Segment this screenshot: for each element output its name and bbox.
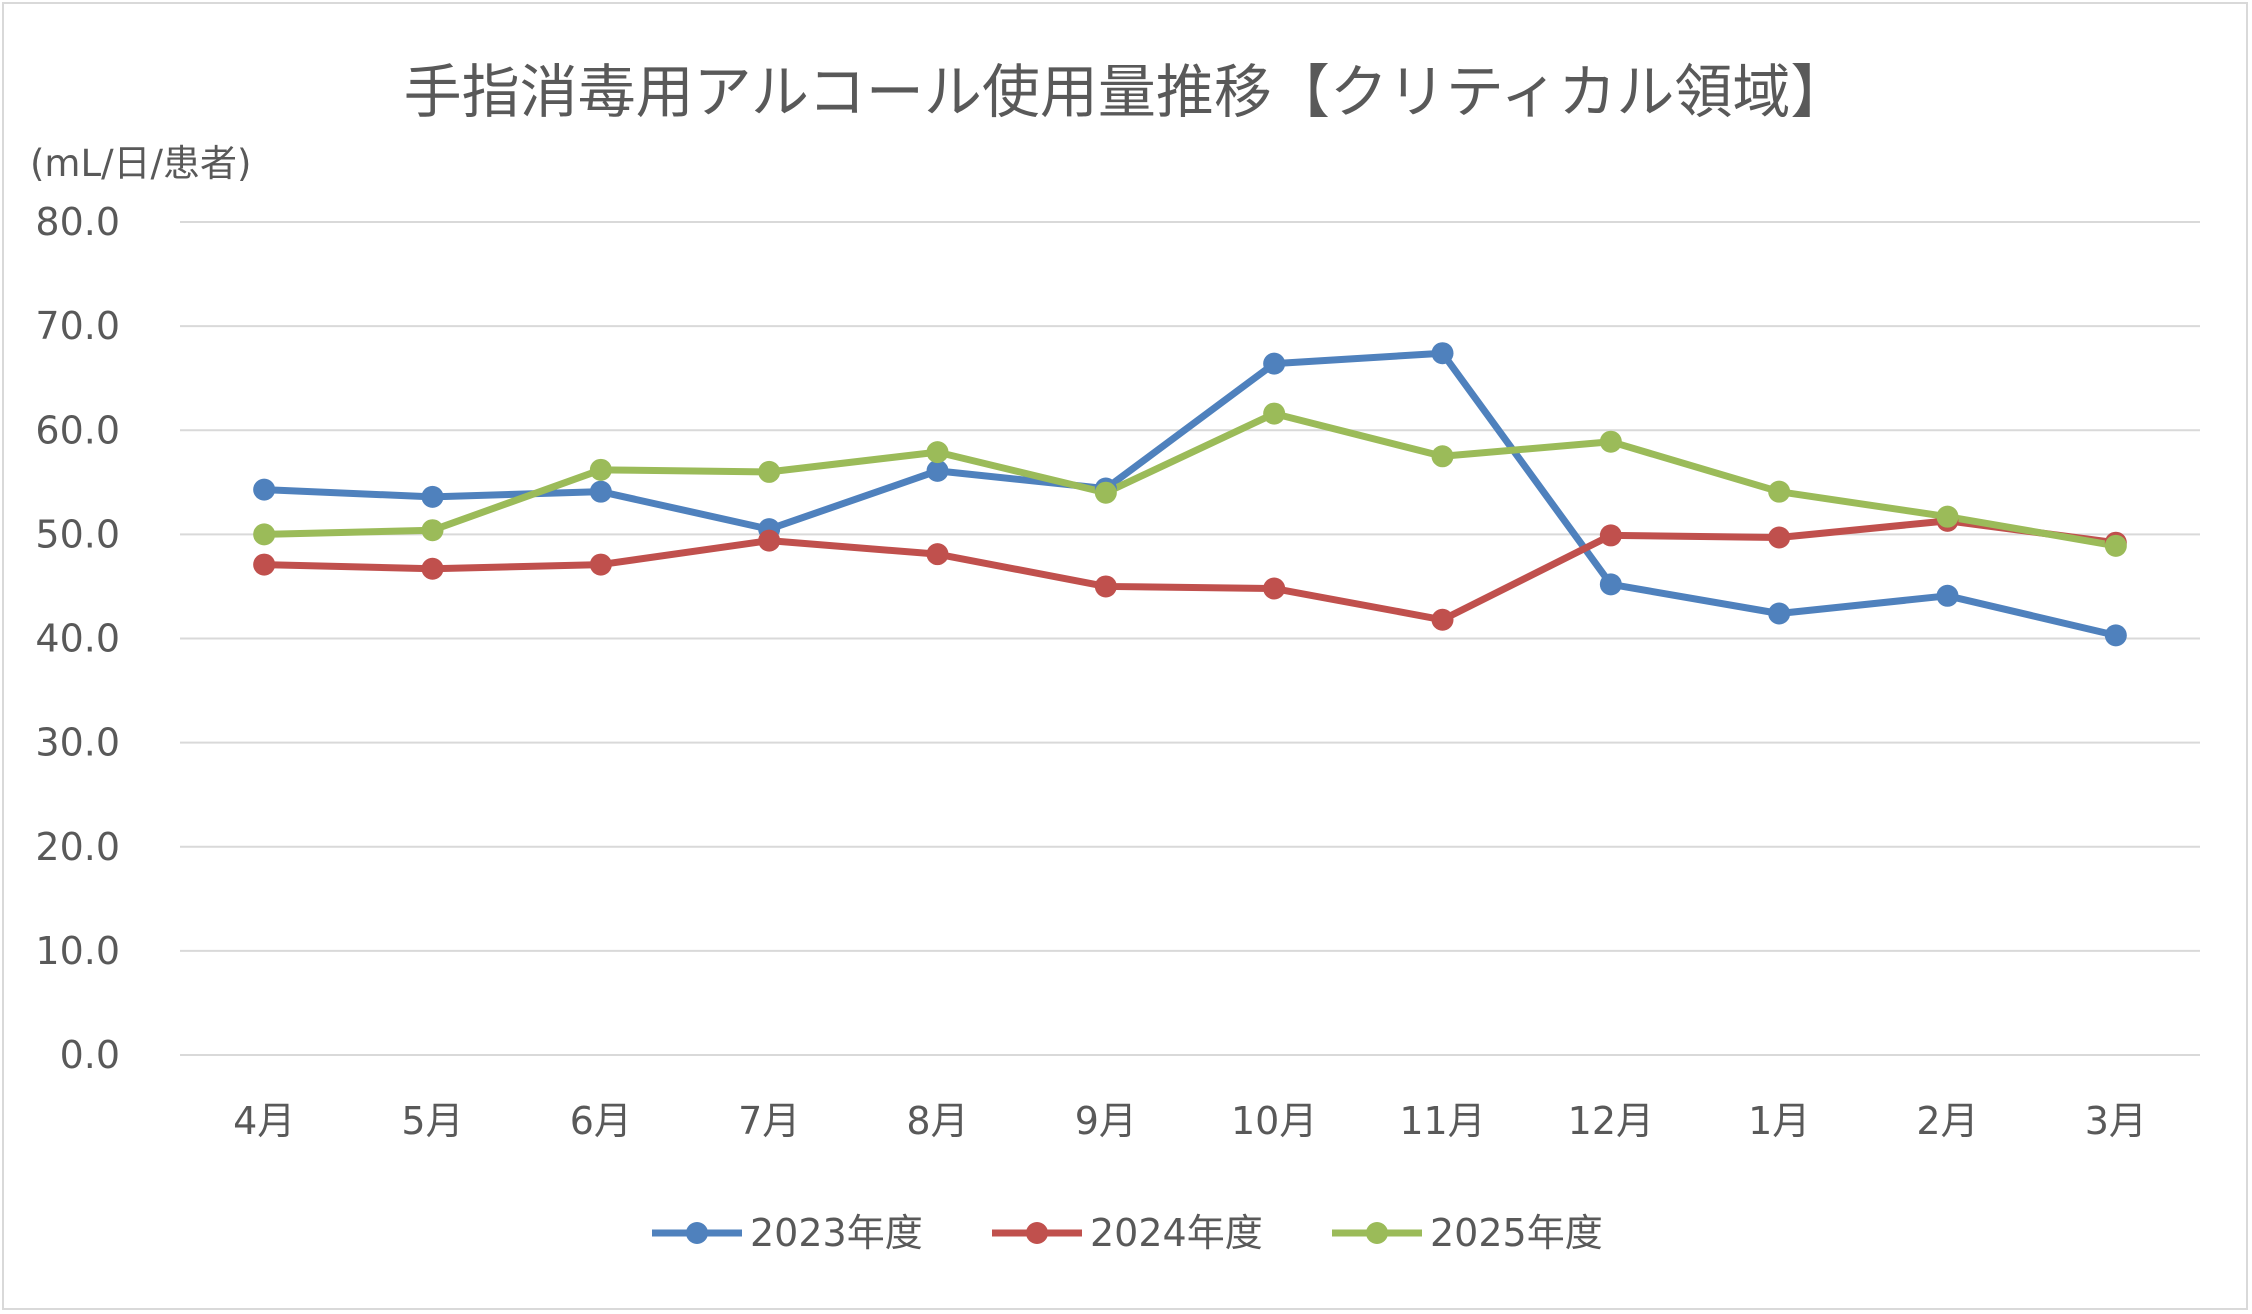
data-point <box>758 460 781 483</box>
legend-label: 2023年度 <box>750 1211 923 1255</box>
x-tick-label: 11月 <box>1399 1099 1485 1143</box>
data-point <box>1263 577 1286 600</box>
y-tick-label: 30.0 <box>35 721 120 765</box>
data-point <box>1263 402 1286 425</box>
data-point <box>2104 624 2127 647</box>
data-point <box>1263 352 1286 375</box>
data-point <box>1094 575 1117 598</box>
gridlines <box>180 221 2200 1056</box>
x-axis-ticks: 4月 5月 6月 7月 8月 9月 10月 11月 12月 1月 2月 3月 <box>233 1099 2147 1143</box>
x-tick-label: 2月 <box>1916 1099 1978 1143</box>
y-tick-label: 20.0 <box>35 825 120 869</box>
x-tick-label: 10月 <box>1231 1099 1317 1143</box>
chart-title: 手指消毒用アルコール使用量推移【クリティカル領域】 <box>404 58 1849 126</box>
legend-item: 2024年度 <box>992 1211 1263 1255</box>
data-point <box>1431 342 1454 365</box>
y-tick-label: 50.0 <box>35 512 120 556</box>
data-point <box>253 523 276 546</box>
data-point <box>421 519 444 542</box>
x-tick-label: 1月 <box>1748 1099 1810 1143</box>
series-line <box>260 517 2120 624</box>
legend-marker <box>686 1222 708 1244</box>
data-point <box>1599 524 1622 547</box>
data-point <box>1431 445 1454 468</box>
legend-marker <box>1366 1222 1388 1244</box>
series-line <box>260 410 2120 550</box>
y-tick-label: 10.0 <box>35 929 120 973</box>
data-point <box>758 529 781 552</box>
x-tick-label: 12月 <box>1568 1099 1654 1143</box>
y-tick-label: 40.0 <box>35 617 120 661</box>
y-tick-label: 80.0 <box>35 200 120 244</box>
data-point <box>1768 602 1791 625</box>
x-tick-label: 5月 <box>401 1099 463 1143</box>
data-point <box>1936 584 1959 607</box>
x-tick-label: 7月 <box>738 1099 800 1143</box>
series-group <box>253 342 2127 647</box>
y-tick-label: 0.0 <box>60 1033 120 1077</box>
data-point <box>253 478 276 501</box>
x-tick-label: 4月 <box>233 1099 295 1143</box>
data-point <box>421 557 444 580</box>
series-line <box>260 349 2120 639</box>
data-point <box>1599 573 1622 596</box>
data-point <box>589 553 612 576</box>
x-tick-label: 3月 <box>2085 1099 2147 1143</box>
data-point <box>1936 505 1959 528</box>
data-point <box>926 441 949 464</box>
data-point <box>421 485 444 508</box>
data-point <box>926 543 949 566</box>
x-tick-label: 6月 <box>570 1099 632 1143</box>
x-tick-label: 8月 <box>906 1099 968 1143</box>
legend-marker <box>1026 1222 1048 1244</box>
x-tick-label: 9月 <box>1075 1099 1137 1143</box>
y-axis-unit-label: (mL/日/患者) <box>30 142 251 185</box>
data-point <box>253 553 276 576</box>
data-point <box>1768 526 1791 549</box>
data-point <box>1599 430 1622 453</box>
legend-label: 2024年度 <box>1090 1211 1263 1255</box>
legend: 2023年度 2024年度 2025年度 <box>652 1211 1603 1255</box>
data-point <box>589 458 612 481</box>
data-point <box>2104 534 2127 557</box>
y-tick-label: 60.0 <box>35 408 120 452</box>
y-axis-ticks: 0.0 10.0 20.0 30.0 40.0 50.0 60.0 70.0 80.0 <box>35 200 120 1077</box>
data-point <box>1094 481 1117 504</box>
legend-label: 2025年度 <box>1430 1211 1603 1255</box>
data-point <box>589 480 612 503</box>
data-point <box>1431 608 1454 631</box>
data-point <box>926 459 949 482</box>
legend-item: 2025年度 <box>1332 1211 1603 1255</box>
data-point <box>1768 480 1791 503</box>
legend-item: 2023年度 <box>652 1211 923 1255</box>
y-tick-label: 70.0 <box>35 304 120 348</box>
